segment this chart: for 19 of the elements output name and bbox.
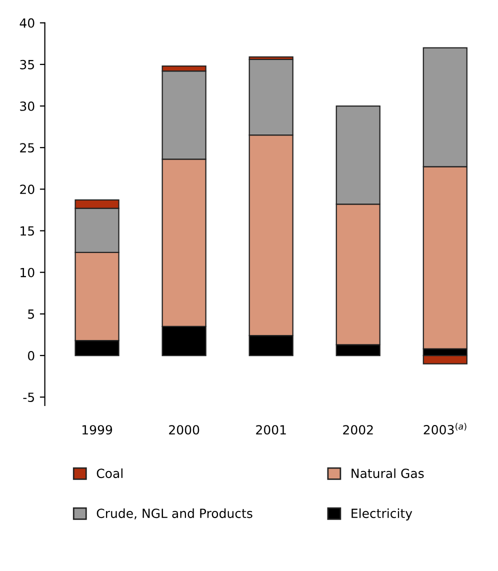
y-tick-label: 40 xyxy=(20,18,34,28)
y-tick-label: 15 xyxy=(20,226,34,236)
y-tick-label: 20 xyxy=(20,184,34,194)
y-tick-label: 35 xyxy=(20,60,34,70)
x-tick-label: 2001 xyxy=(256,425,286,435)
legend-label: Crude, NGL and Products xyxy=(96,508,252,520)
legend-label: Coal xyxy=(96,468,122,478)
y-tick-label: 30 xyxy=(20,101,34,111)
x-tick-label: 2000 xyxy=(169,425,200,435)
y-tick-label: 25 xyxy=(20,143,34,153)
x-tick-label: 2003$^{(a)}$ xyxy=(424,422,466,434)
legend-label: Natural Gas xyxy=(352,468,424,478)
legend-label: Electricity xyxy=(352,508,412,520)
y-tick-label: 5 xyxy=(28,310,34,319)
x-tick-label: 2002 xyxy=(343,425,373,435)
x-tick-label: 1999 xyxy=(82,425,112,435)
y-tick-label: -5 xyxy=(23,392,34,402)
y-tick-label: 10 xyxy=(20,268,34,278)
y-tick-label: 0 xyxy=(28,350,34,360)
